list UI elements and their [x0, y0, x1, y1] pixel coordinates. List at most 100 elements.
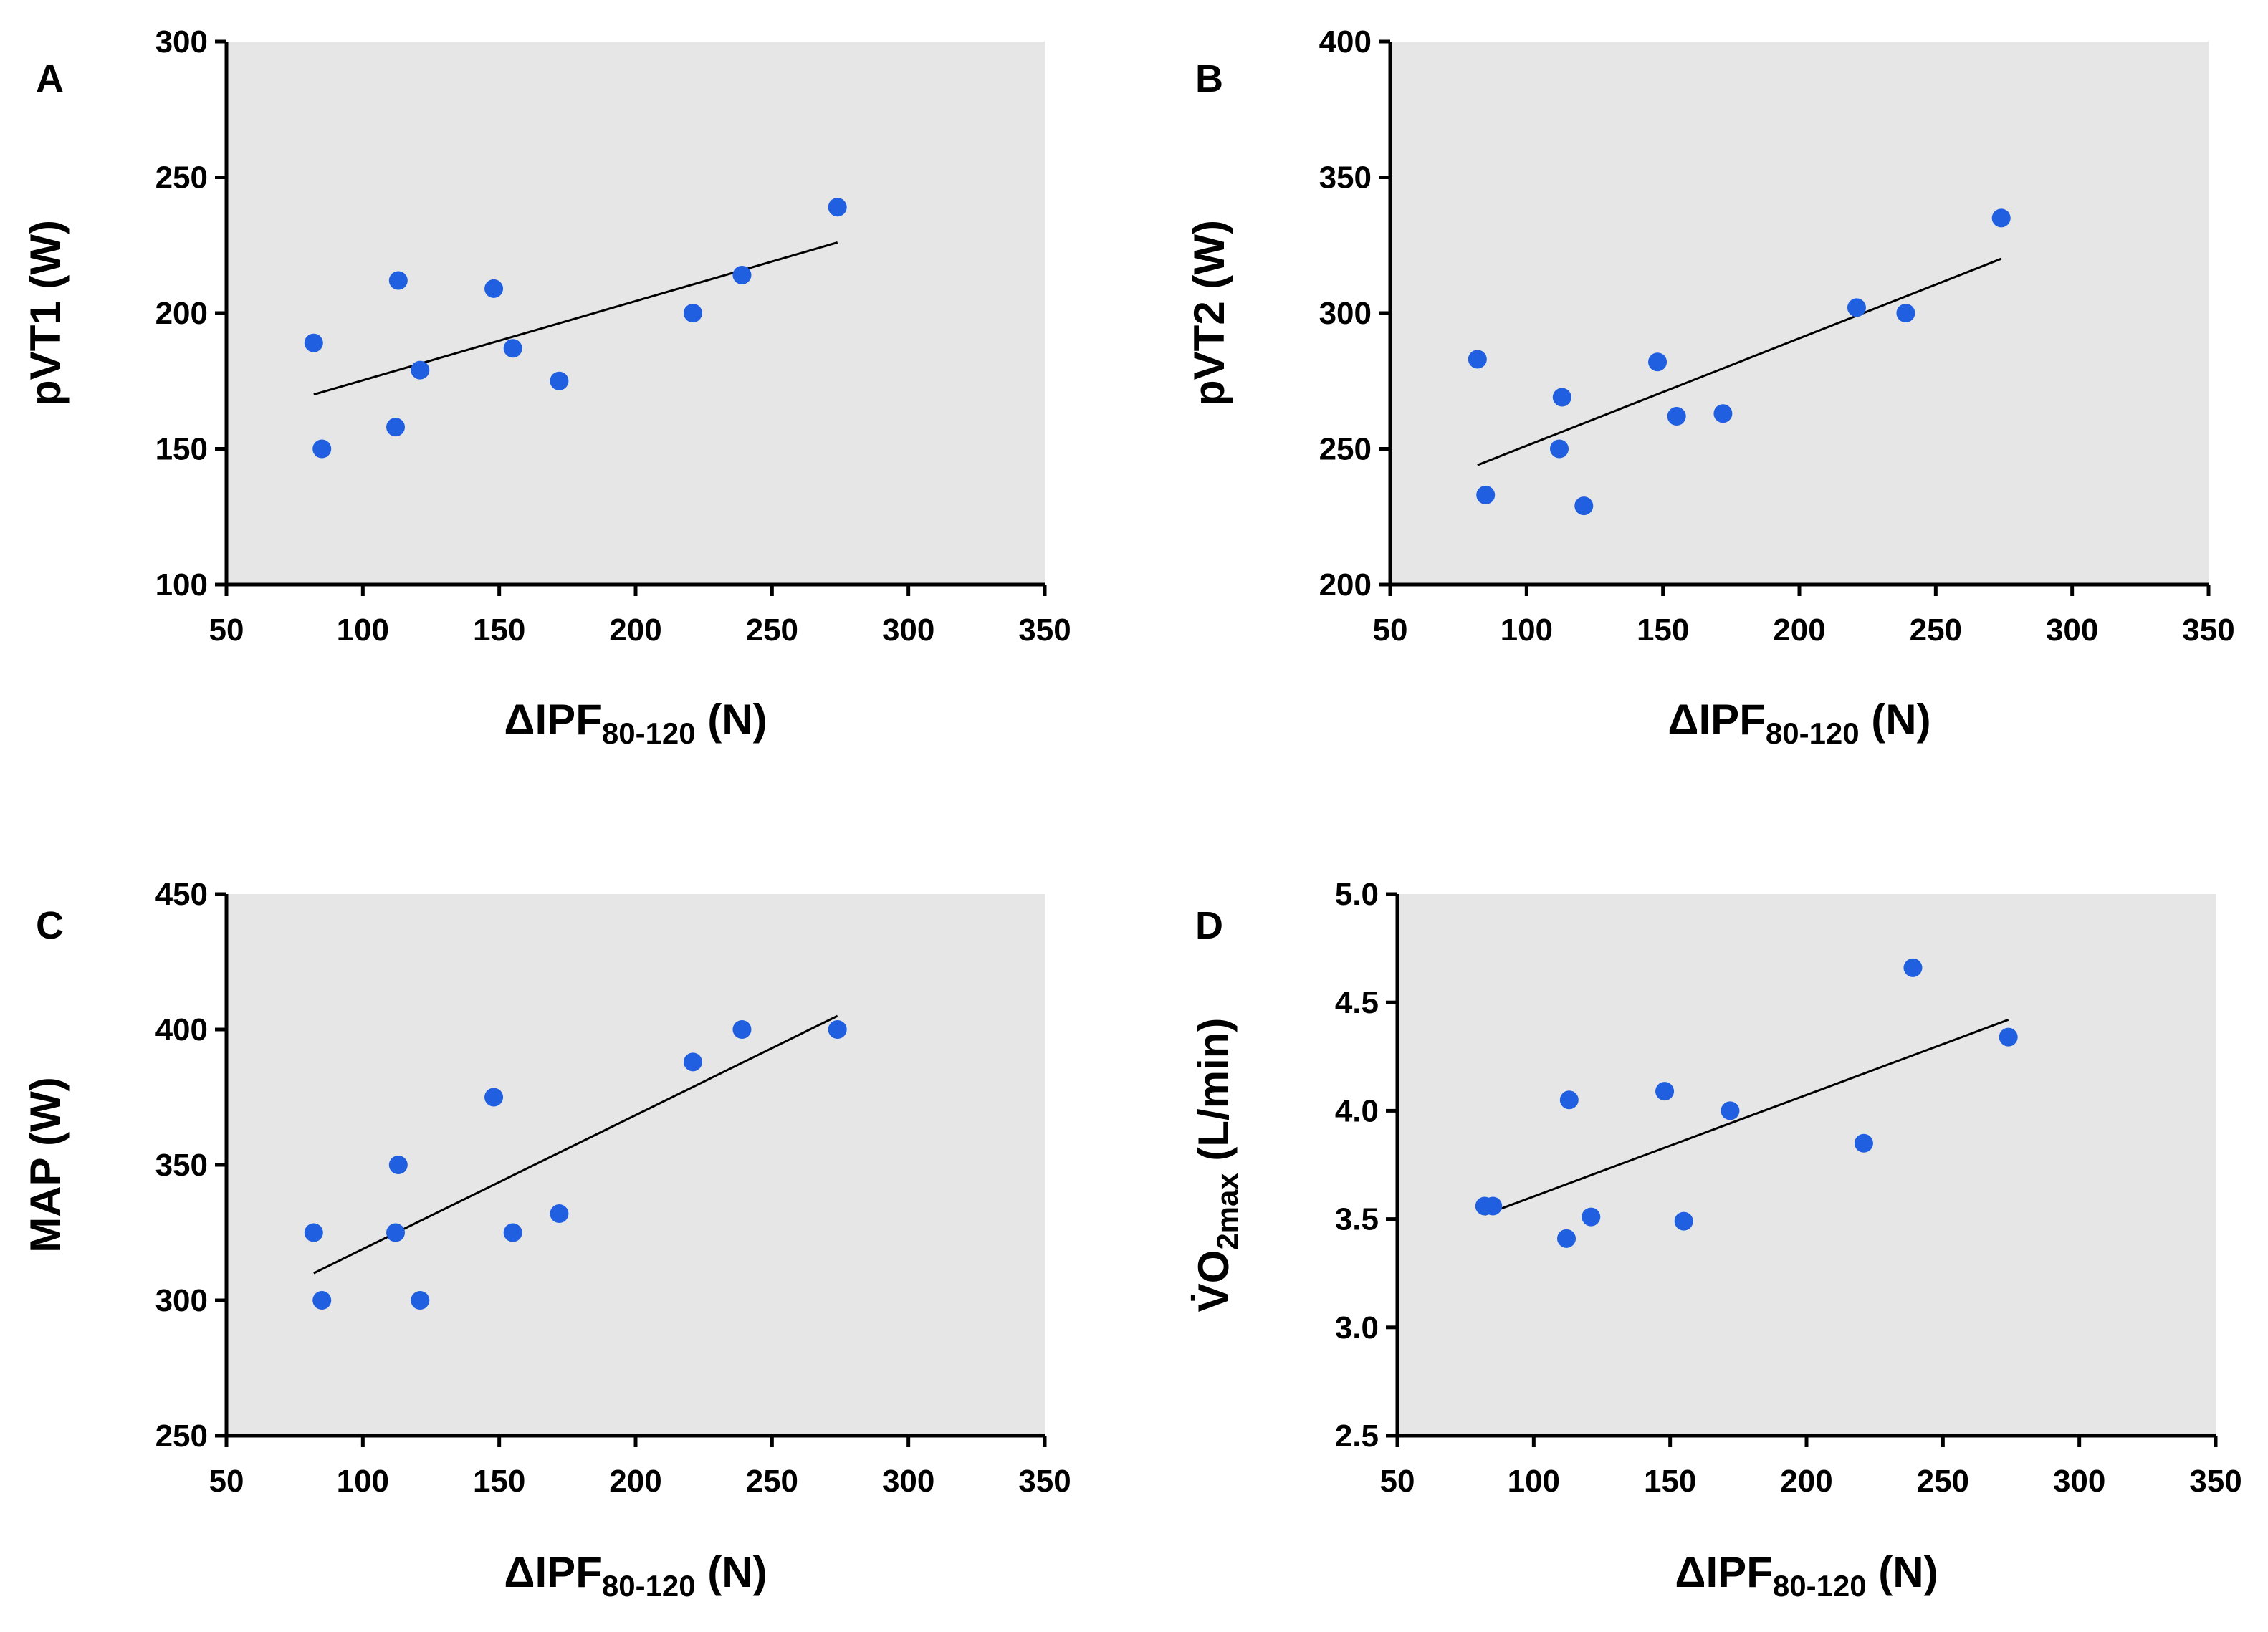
x-axis-title: ΔIPF80-120 (N): [504, 1548, 767, 1603]
x-tick-label: 350: [1018, 1464, 1071, 1499]
x-tick-label: 200: [609, 1464, 661, 1499]
data-point: [1648, 352, 1667, 372]
y-tick-label: 150: [155, 432, 208, 467]
x-tick-label: 50: [209, 1464, 244, 1499]
data-point: [1903, 958, 1923, 977]
data-point: [550, 371, 569, 390]
data-point: [1721, 1101, 1740, 1120]
regression-line: [1477, 257, 2002, 466]
data-point: [1468, 350, 1487, 369]
x-axis-title: ΔIPF80-120 (N): [1667, 696, 1930, 750]
y-tick-label: 400: [1319, 24, 1372, 59]
x-tick-label: 250: [1910, 613, 1962, 648]
data-point: [1847, 298, 1866, 317]
data-point: [732, 265, 752, 284]
x-tick-label: 50: [1380, 1464, 1415, 1499]
data-point: [1559, 1090, 1579, 1110]
x-axis-title: ΔIPF80-120 (N): [1675, 1548, 1938, 1603]
y-tick-label: 300: [155, 1283, 208, 1318]
data-point: [828, 198, 847, 217]
data-point: [828, 1020, 847, 1039]
y-tick-label: 3.0: [1335, 1310, 1379, 1345]
y-axis-title: pVT1 (W): [21, 220, 70, 406]
data-point: [1552, 388, 1571, 407]
data-point: [304, 1223, 323, 1242]
x-tick-label: 200: [609, 613, 661, 648]
panel-letter: B: [1195, 57, 1223, 100]
data-point: [386, 418, 406, 437]
x-tick-label: 300: [2053, 1464, 2105, 1499]
data-point: [1655, 1082, 1675, 1101]
data-point: [484, 279, 504, 298]
data-point: [484, 1088, 504, 1107]
x-tick-label: 250: [1917, 1464, 1969, 1499]
y-tick-label: 450: [155, 877, 208, 912]
data-point: [1483, 1196, 1503, 1216]
y-tick-label: 4.5: [1335, 985, 1379, 1020]
data-point: [503, 339, 522, 358]
plot-background: [226, 42, 1045, 585]
x-tick-label: 250: [746, 613, 798, 648]
y-tick-label: 350: [1319, 160, 1372, 196]
data-point: [1999, 1027, 2018, 1047]
y-tick-label: 200: [155, 296, 208, 331]
data-point: [312, 439, 332, 459]
y-tick-label: 250: [155, 1419, 208, 1454]
panel-c: 250 300 350 400 450 50 100 150 200 250 300 350 C ΔIPF…: [21, 877, 1071, 1603]
x-axis-title: ΔIPF80-120 (N): [504, 696, 767, 750]
panel-letter: C: [36, 904, 64, 947]
data-point: [1476, 485, 1496, 504]
data-point: [683, 1052, 702, 1072]
plot-background: [226, 894, 1045, 1436]
data-point: [1582, 1207, 1601, 1227]
x-tick-label: 250: [746, 1464, 798, 1499]
data-point: [1674, 1211, 1693, 1231]
y-tick-label: 300: [155, 24, 208, 59]
y-tick-label: 400: [155, 1012, 208, 1047]
x-tick-label: 100: [337, 613, 389, 648]
data-point: [732, 1020, 752, 1039]
data-point: [1991, 208, 2011, 228]
y-axis-title: V̇O2max (L/min): [1190, 1018, 1244, 1312]
y-axis-title: MAP (W): [21, 1077, 70, 1253]
y-tick-label: 200: [1319, 567, 1372, 603]
panel-d: 2.5 3.0 3.5 4.0 4.5 5.0 50 100 150 200 250 300 350 D Δ…: [1190, 877, 2242, 1603]
x-tick-label: 200: [1773, 613, 1825, 648]
x-tick-label: 100: [1501, 613, 1553, 648]
y-tick-label: 4.0: [1335, 1093, 1379, 1128]
y-tick-label: 3.5: [1335, 1202, 1379, 1237]
plot-background: [1390, 42, 2209, 585]
data-point: [388, 271, 408, 290]
x-tick-label: 300: [2046, 613, 2098, 648]
x-tick-label: 150: [1644, 1464, 1696, 1499]
y-tick-label: 100: [155, 567, 208, 603]
x-tick-label: 100: [1508, 1464, 1560, 1499]
data-point: [411, 1291, 430, 1310]
data-point: [1550, 439, 1569, 459]
data-point: [1713, 404, 1733, 423]
data-point: [550, 1204, 569, 1224]
regression-line: [313, 241, 838, 396]
data-point: [1667, 407, 1686, 426]
y-tick-label: 250: [155, 160, 208, 196]
data-point: [683, 304, 702, 322]
y-tick-label: 250: [1319, 432, 1372, 467]
data-point: [1854, 1133, 1873, 1153]
x-tick-label: 300: [882, 613, 934, 648]
regression-line: [1484, 1018, 2009, 1216]
data-point: [388, 1156, 408, 1174]
data-point: [1896, 304, 1915, 322]
x-tick-label: 350: [2189, 1464, 2241, 1499]
x-tick-label: 50: [209, 613, 244, 648]
x-tick-label: 100: [337, 1464, 389, 1499]
plot-background: [1397, 894, 2216, 1436]
x-tick-label: 300: [882, 1464, 934, 1499]
x-tick-label: 150: [473, 1464, 525, 1499]
data-point: [1574, 496, 1594, 516]
data-point: [503, 1223, 522, 1242]
x-tick-label: 350: [1018, 613, 1071, 648]
y-tick-label: 5.0: [1335, 877, 1379, 912]
y-axis-title: pVT2 (W): [1185, 220, 1233, 406]
